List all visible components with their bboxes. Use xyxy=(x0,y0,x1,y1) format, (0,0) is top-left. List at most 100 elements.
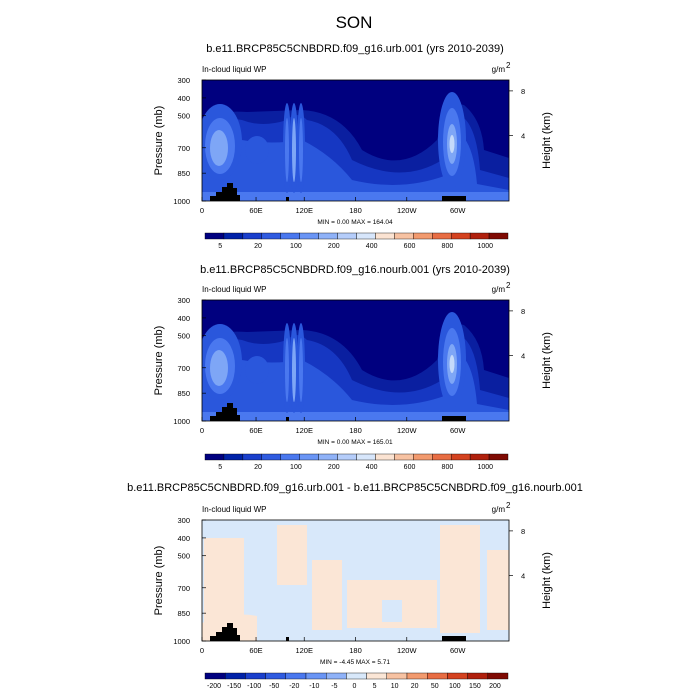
y2-axis-label: Height (km) xyxy=(541,332,553,389)
terrain xyxy=(210,183,240,201)
x-tick-label: 120W xyxy=(397,646,418,655)
colorbar-label: -20 xyxy=(289,683,299,690)
field-layer xyxy=(202,300,509,421)
colorbar-label: 5 xyxy=(373,683,377,690)
min-max-label: MIN = 0.00 MAX = 164.04 xyxy=(317,219,393,226)
colorbar-label: 20 xyxy=(254,243,262,250)
colorbar-swatch xyxy=(299,453,319,461)
terrain xyxy=(442,196,466,201)
contour-band xyxy=(449,135,455,153)
colorbar-swatch xyxy=(261,453,281,461)
y-tick-label: 400 xyxy=(177,314,190,323)
y2-tick-label: 8 xyxy=(521,527,525,536)
y-tick-label: 300 xyxy=(177,296,190,305)
colorbar-label: 200 xyxy=(489,683,501,690)
colorbar-label: -10 xyxy=(309,683,319,690)
panel-title: b.e11.BRCP85C5CNBDRD.f09_g16.nourb.001 (… xyxy=(200,264,510,276)
colorbar-swatch xyxy=(223,232,244,240)
y-tick-label: 1000 xyxy=(173,197,190,206)
y-axis-label: Pressure (mb) xyxy=(153,546,165,616)
x-tick-label: 120E xyxy=(295,646,313,655)
units-exponent: 2 xyxy=(506,501,511,510)
y2-axis-label: Height (km) xyxy=(541,552,553,609)
colorbar-swatch xyxy=(450,453,471,461)
contour-band xyxy=(312,560,342,630)
colorbar-label: 600 xyxy=(404,243,416,250)
x-tick-label: 180 xyxy=(349,206,362,215)
y-axis-label: Pressure (mb) xyxy=(153,326,165,396)
field-layer xyxy=(202,80,509,201)
colorbar-swatch xyxy=(242,232,263,240)
colorbar-label: 100 xyxy=(290,243,302,250)
x-tick-label: 60E xyxy=(249,646,262,655)
contour-band xyxy=(245,136,269,164)
y-tick-label: 500 xyxy=(177,552,190,561)
colorbar-swatch xyxy=(318,232,338,240)
chart-panel-1: b.e11.BRCP85C5CNBDRD.f09_g16.urb.001 (yr… xyxy=(153,43,553,250)
contour-band xyxy=(299,338,303,402)
colorbar-swatch xyxy=(487,672,509,680)
colorbar-swatch xyxy=(223,453,244,461)
colorbar-swatch xyxy=(469,232,490,240)
colorbar-swatch xyxy=(305,672,327,680)
colorbar-swatch xyxy=(394,232,414,240)
terrain xyxy=(286,417,289,421)
y-tick-label: 300 xyxy=(177,76,190,85)
colorbar-label: 1000 xyxy=(477,464,493,471)
contour-band xyxy=(204,538,244,628)
colorbar-label: 50 xyxy=(431,683,439,690)
colorbar-swatch xyxy=(337,232,357,240)
colorbar-label: 100 xyxy=(290,464,302,471)
contour-band xyxy=(285,338,289,402)
x-tick-label: 60W xyxy=(450,426,466,435)
colorbar-swatch xyxy=(280,232,300,240)
colorbar-swatch xyxy=(204,672,226,680)
colorbar-label: -200 xyxy=(207,683,221,690)
contour-band xyxy=(210,350,228,386)
units-exponent: 2 xyxy=(506,281,511,290)
colorbar-swatch xyxy=(261,232,281,240)
y-tick-label: 500 xyxy=(177,112,190,121)
colorbar-swatch xyxy=(265,672,287,680)
colorbar-label: 5 xyxy=(218,243,222,250)
colorbar-label: -100 xyxy=(247,683,261,690)
x-tick-label: 120E xyxy=(295,206,313,215)
y-tick-label: 300 xyxy=(177,516,190,525)
colorbar-swatch xyxy=(432,453,452,461)
terrain xyxy=(210,403,240,421)
contour-band xyxy=(292,338,296,402)
colorbar-swatch xyxy=(469,453,490,461)
y-tick-label: 700 xyxy=(177,364,190,373)
y2-tick-label: 4 xyxy=(521,352,525,361)
colorbar-label: 10 xyxy=(391,683,399,690)
contour-band xyxy=(262,570,274,625)
colorbar-swatch xyxy=(406,672,428,680)
colorbar-label: 20 xyxy=(254,464,262,471)
colorbar-label: 200 xyxy=(328,464,340,471)
terrain xyxy=(286,637,289,641)
field-layer xyxy=(202,520,509,641)
terrain xyxy=(442,416,466,421)
colorbar-swatch xyxy=(204,453,225,461)
x-tick-label: 60W xyxy=(450,646,466,655)
colorbar-swatch xyxy=(375,232,395,240)
colorbar-label: 800 xyxy=(442,243,454,250)
x-tick-label: 120W xyxy=(397,206,418,215)
colorbar-swatch xyxy=(488,232,509,240)
contour-band xyxy=(202,135,509,201)
contour-band xyxy=(292,118,296,182)
y2-tick-label: 4 xyxy=(521,572,525,581)
figure-title: SON xyxy=(336,13,373,32)
chart-panel-2: b.e11.BRCP85C5CNBDRD.f09_g16.nourb.001 (… xyxy=(153,264,553,471)
colorbar-swatch xyxy=(467,672,489,680)
y-tick-label: 700 xyxy=(177,144,190,153)
colorbar-label: 800 xyxy=(442,464,454,471)
colorbar-label: -150 xyxy=(227,683,241,690)
y-axis-label: Pressure (mb) xyxy=(153,106,165,176)
colorbar-swatch xyxy=(413,453,433,461)
units-label: g/m xyxy=(492,505,506,514)
contour-band xyxy=(285,118,289,182)
variable-label: In-cloud liquid WP xyxy=(202,285,266,294)
chart-panel-3: b.e11.BRCP85C5CNBDRD.f09_g16.urb.001 - b… xyxy=(127,482,583,690)
colorbar-swatch xyxy=(326,672,347,680)
